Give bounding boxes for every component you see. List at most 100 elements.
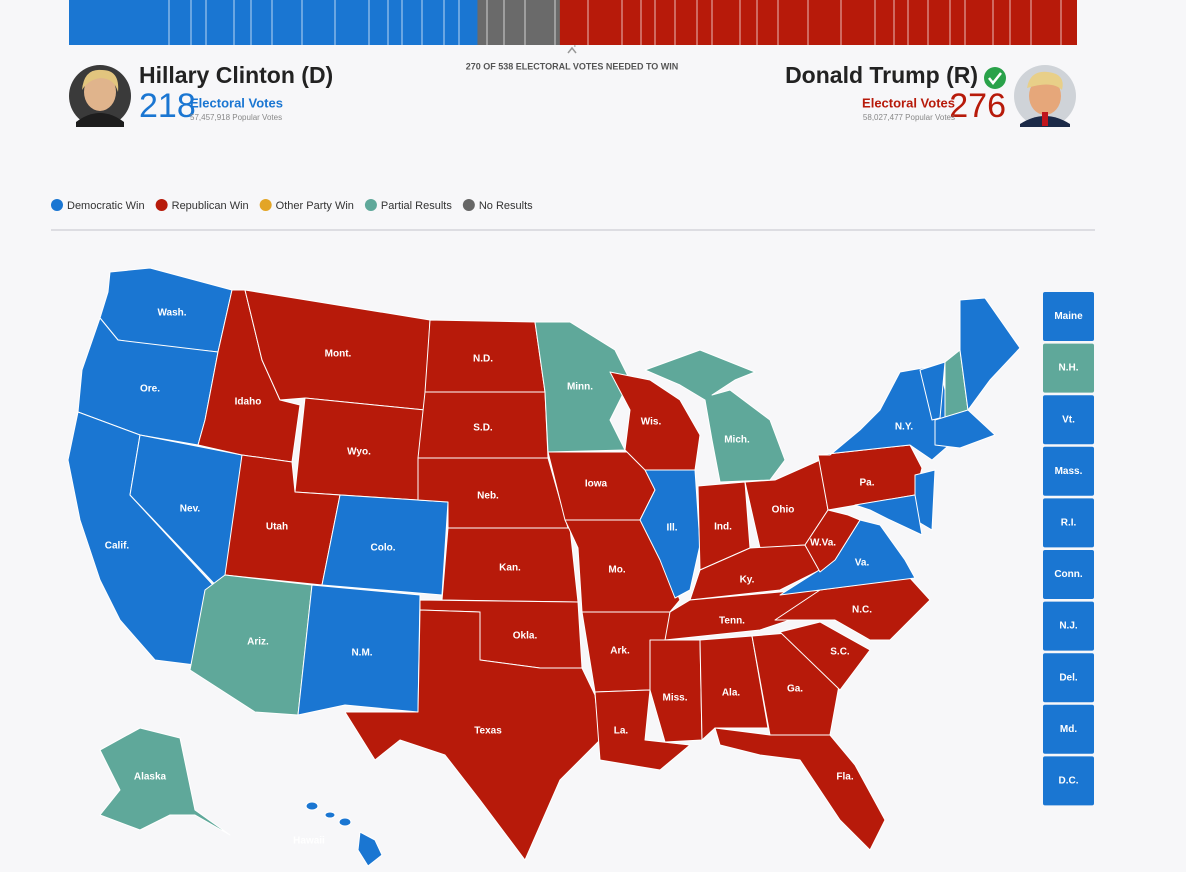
state-label: Iowa	[585, 479, 608, 490]
state-label: Texas	[474, 726, 502, 737]
state-label: Nev.	[180, 504, 201, 515]
state-box-label: Vt.	[1062, 414, 1075, 425]
state-box	[1043, 446, 1094, 496]
state-label: Ill.	[666, 523, 677, 534]
legend: Democratic Win Republican Win Other Party …	[51, 199, 533, 212]
state-label: Alaska	[134, 772, 167, 783]
legend-label: Democratic Win	[67, 200, 145, 212]
state-box-label: Md.	[1060, 724, 1077, 735]
electoral-bar	[69, 0, 1077, 47]
state-box	[1043, 756, 1094, 806]
state-shape	[699, 635, 769, 741]
state-shape	[644, 349, 786, 483]
map	[67, 267, 1021, 867]
state-box-label: Mass.	[1055, 466, 1083, 477]
state-box	[1043, 550, 1094, 599]
state-box-label: R.I.	[1061, 518, 1077, 529]
state-label: W.Va.	[810, 538, 836, 549]
bar-segment	[69, 0, 478, 45]
candidate-name: Donald Trump (R)	[785, 62, 978, 88]
legend-swatch	[51, 199, 63, 211]
state-label: N.D.	[473, 354, 493, 365]
island	[357, 831, 383, 867]
state-label: Va.	[855, 558, 870, 569]
state-label: S.C.	[830, 647, 850, 658]
state-box-label: N.H.	[1059, 363, 1079, 374]
state-label: N.C.	[852, 605, 872, 616]
state-label: N.Y.	[895, 422, 914, 433]
state-box	[1043, 343, 1094, 393]
state-label: Fla.	[836, 772, 853, 783]
state-shape	[649, 639, 703, 743]
candidate-name: Hillary Clinton (D)	[139, 62, 333, 88]
state-label: Ark.	[610, 646, 630, 657]
state-label: Mont.	[325, 349, 352, 360]
state-shape	[297, 584, 421, 716]
state-box	[1043, 653, 1094, 703]
state-label: Pa.	[859, 478, 874, 489]
legend-label: No Results	[479, 200, 533, 212]
state-label: N.M.	[351, 648, 372, 659]
state-label: Kan.	[499, 563, 521, 574]
state-shape	[959, 297, 1021, 411]
state-label: Colo.	[371, 543, 396, 554]
state-label: Okla.	[513, 631, 538, 642]
state-shape	[639, 469, 701, 599]
candidate-photo	[69, 65, 131, 127]
state-box	[1043, 601, 1094, 651]
state-label: Wyo.	[347, 447, 371, 458]
legend-swatch	[259, 199, 272, 211]
island	[324, 811, 336, 819]
state-label: Calif.	[105, 541, 130, 552]
state-shape	[854, 494, 923, 536]
legend-swatch	[155, 199, 168, 211]
state-label: Ky.	[740, 575, 755, 586]
state-label: Idaho	[235, 397, 262, 408]
legend-swatch	[364, 199, 377, 211]
state-label: Ohio	[772, 505, 795, 516]
island	[305, 801, 319, 811]
legend-swatch	[462, 199, 475, 211]
electoral-votes: 276	[949, 87, 1006, 125]
popular-votes: 57,457,918 Popular Votes	[190, 113, 282, 122]
state-shape	[534, 321, 631, 453]
popular-votes: 58,027,477 Popular Votes	[863, 113, 955, 122]
state-box-label: D.C.	[1059, 776, 1079, 787]
state-box	[1043, 395, 1094, 445]
state-labels: Wash. Ore. Calif. Nev. Idaho Mont. Wyo. Utah Col…	[105, 308, 914, 847]
state-label: Hawaii	[293, 836, 325, 847]
state-label: Wis.	[641, 417, 662, 428]
state-shape	[714, 727, 886, 851]
state-box	[1043, 498, 1094, 548]
island	[338, 817, 352, 827]
candidate-photo	[1014, 65, 1076, 127]
state-label: Neb.	[477, 491, 499, 502]
electoral-label: Electoral Votes	[190, 95, 283, 110]
state-label: Miss.	[662, 693, 687, 704]
electoral-label: Electoral Votes	[862, 95, 955, 110]
state-box-label: Conn.	[1054, 569, 1083, 580]
state-label: Ariz.	[247, 637, 269, 648]
legend-label: Partial Results	[381, 200, 452, 212]
state-label: Mich.	[724, 435, 750, 446]
state-shape	[779, 621, 871, 691]
state-box-label: Del.	[1059, 672, 1078, 683]
state-label: Ga.	[787, 684, 803, 695]
state-box-label: N.J.	[1059, 621, 1078, 632]
state-label: Wash.	[157, 308, 186, 319]
state-label: Mo.	[608, 565, 625, 576]
state-label: Ind.	[714, 522, 732, 533]
state-box	[1043, 292, 1094, 341]
state-label: Minn.	[567, 382, 593, 393]
state-label: Ala.	[722, 688, 741, 699]
state-shape	[305, 801, 383, 867]
state-label: Utah	[266, 522, 288, 533]
needed-text: 270 OF 538 ELECTORAL VOTES NEEDED TO WIN	[466, 61, 679, 71]
state-label: Tenn.	[719, 616, 745, 627]
legend-label: Republican Win	[172, 200, 249, 212]
state-label: La.	[614, 726, 629, 737]
winner-check	[984, 67, 1006, 89]
bar-segment	[559, 0, 1077, 45]
